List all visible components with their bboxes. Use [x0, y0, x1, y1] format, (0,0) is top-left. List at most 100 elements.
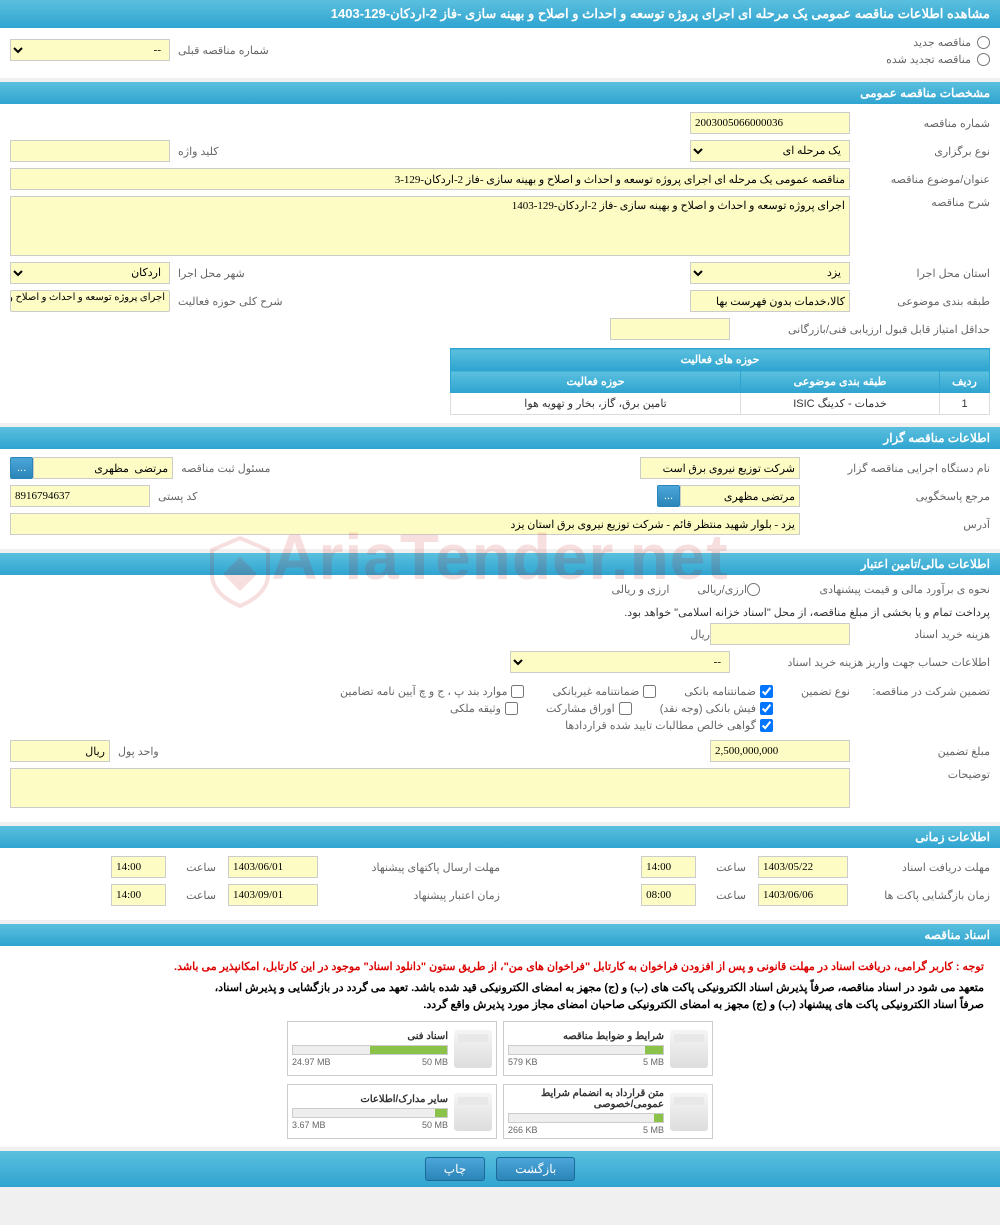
cb-bank-receipt[interactable] — [760, 702, 773, 715]
open-time-input[interactable] — [641, 884, 696, 906]
activity-area-label: شرح کلی حوزه فعالیت — [170, 295, 283, 308]
city-select[interactable]: اردکان — [10, 262, 170, 284]
progress-fill — [370, 1046, 447, 1054]
province-label: استان محل اجرا — [850, 267, 990, 280]
doc-card-technical[interactable]: اسناد فنی 24.97 MB50 MB — [287, 1021, 497, 1076]
radio-new-tender[interactable] — [977, 36, 990, 49]
category-label: طبقه بندی موضوعی — [850, 295, 990, 308]
docs-black-note2: صرفاً اسناد الکترونیکی پاکت های پیشنهاد … — [10, 996, 990, 1013]
amt-unit-label: واحد پول — [110, 745, 159, 758]
docs-red-note: توجه : کاربر گرامی، دریافت اسناد در مهلت… — [10, 954, 990, 979]
open-date-input[interactable] — [758, 884, 848, 906]
type-label: نوع برگزاری — [850, 145, 990, 158]
activity-table-title: حوزه های فعالیت — [451, 349, 990, 371]
minscore-input[interactable] — [610, 318, 730, 340]
doc-title: سایر مدارک/اطلاعات — [292, 1094, 448, 1105]
open-time-label: ساعت — [708, 889, 746, 902]
category-input[interactable] — [690, 290, 850, 312]
cb2-label: ضمانتنامه غیربانکی — [544, 685, 639, 698]
folder-icon — [670, 1093, 708, 1131]
send-date-input[interactable] — [228, 856, 318, 878]
doccost-input[interactable] — [710, 623, 850, 645]
accountinfo-label: اطلاعات حساب جهت واریز هزینه خرید اسناد — [730, 656, 990, 669]
doc-used: 579 KB — [508, 1057, 538, 1067]
doc-max: 50 MB — [422, 1120, 448, 1130]
cb-nonbank-guarantee[interactable] — [643, 685, 656, 698]
print-button[interactable]: چاپ — [425, 1157, 485, 1181]
agency-label: نام دستگاه اجرایی مناقصه گزار — [800, 462, 990, 475]
desc-textarea[interactable] — [10, 196, 850, 256]
accountinfo-select[interactable]: -- — [510, 651, 730, 673]
folder-icon — [670, 1030, 708, 1068]
prev-tender-select[interactable]: -- — [10, 39, 170, 61]
doc-used: 24.97 MB — [292, 1057, 331, 1067]
tender-no-label: شماره مناقصه — [850, 117, 990, 130]
radio-renewed-tender[interactable] — [977, 53, 990, 66]
explan-textarea[interactable] — [10, 768, 850, 808]
regofficer-input[interactable] — [33, 457, 173, 479]
section-financial-header: اطلاعات مالی/تامین اعتبار — [0, 553, 1000, 575]
cb5-label: اوراق مشارکت — [538, 702, 615, 715]
table-row: 1 خدمات - کدینگ ISIC تامین برق، گاز، بخا… — [451, 393, 990, 415]
address-input[interactable] — [10, 513, 800, 535]
general-section: شماره مناقصه نوع برگزاری یک مرحله ای کلی… — [0, 104, 1000, 423]
doc-title: متن قرارداد به انضمام شرایط عمومی/خصوصی — [508, 1088, 664, 1110]
validity-time-input[interactable] — [111, 884, 166, 906]
doc-card-contract[interactable]: متن قرارداد به انضمام شرایط عمومی/خصوصی … — [503, 1084, 713, 1139]
folder-icon — [454, 1093, 492, 1131]
postal-input[interactable] — [10, 485, 150, 507]
province-select[interactable]: یزد — [690, 262, 850, 284]
tender-no-input[interactable] — [690, 112, 850, 134]
doc-used: 266 KB — [508, 1125, 538, 1135]
type-select[interactable]: یک مرحله ای — [690, 140, 850, 162]
page-title: مشاهده اطلاعات مناقصه عمومی یک مرحله ای … — [0, 0, 1000, 28]
validity-label: زمان اعتبار پیشنهاد — [330, 889, 500, 902]
cb-regulation-items[interactable] — [511, 685, 524, 698]
prev-tender-label: شماره مناقصه قبلی — [170, 44, 269, 57]
currency-radio[interactable] — [747, 583, 760, 596]
cb-bonds[interactable] — [619, 702, 632, 715]
keyword-label: کلید واژه — [170, 145, 218, 158]
currencyfx-label: ارزی/ریالی — [689, 583, 747, 596]
activity-th-area: حوزه فعالیت — [451, 371, 741, 393]
currencyfx-value: ارزی و ریالی — [603, 583, 669, 596]
send-time-label: ساعت — [178, 861, 216, 874]
responder-input[interactable] — [680, 485, 800, 507]
rial-label: ریال — [682, 628, 710, 641]
docs-black-note1: متعهد می شود در اسناد مناقصه، صرفاً پذیر… — [10, 979, 990, 996]
amt-unit-input[interactable] — [10, 740, 110, 762]
cb-bank-guarantee[interactable] — [760, 685, 773, 698]
cb-property[interactable] — [505, 702, 518, 715]
minscore-label: حداقل امتیاز قابل قبول ارزیابی فنی/بازرگ… — [730, 323, 990, 336]
activity-td-area: تامین برق، گاز، بخار و تهویه هوا — [451, 393, 741, 415]
responder-lookup-button[interactable]: ... — [657, 485, 680, 507]
send-deadline-label: مهلت ارسال پاکتهای پیشنهاد — [330, 861, 500, 874]
postal-label: کد پستی — [150, 490, 197, 503]
regofficer-label: مسئول ثبت مناقصه — [173, 462, 270, 475]
activity-table: حوزه های فعالیت ردیف طبقه بندی موضوعی حو… — [450, 348, 990, 415]
subject-input[interactable] — [10, 168, 850, 190]
doc-max: 5 MB — [643, 1125, 664, 1135]
activity-area-select[interactable]: اجرای پروژه توسعه و احداث و اصلاح و بهین… — [10, 290, 170, 312]
folder-icon — [454, 1030, 492, 1068]
treasury-note: پرداخت تمام و یا بخشی از مبلغ مناقصه، از… — [10, 602, 990, 623]
doc-card-terms[interactable]: شرایط و ضوابط مناقصه 579 KB5 MB — [503, 1021, 713, 1076]
tender-type-section: مناقصه جدید مناقصه تجدید شده شماره مناقص… — [0, 28, 1000, 78]
financial-section: نحوه ی برآورد مالی و قیمت پیشنهادی ارزی/… — [0, 575, 1000, 822]
regofficer-lookup-button[interactable]: ... — [10, 457, 33, 479]
back-button[interactable]: بازگشت — [496, 1157, 575, 1181]
action-bar: بازگشت چاپ — [0, 1151, 1000, 1187]
guarantee-amt-input[interactable] — [710, 740, 850, 762]
section-time-header: اطلاعات زمانی — [0, 826, 1000, 848]
cb-receivables-cert[interactable] — [760, 719, 773, 732]
holder-section: نام دستگاه اجرایی مناقصه گزار مسئول ثبت … — [0, 449, 1000, 549]
progress-fill — [645, 1046, 663, 1054]
receive-time-input[interactable] — [641, 856, 696, 878]
receive-date-input[interactable] — [758, 856, 848, 878]
radio-renewed-label: مناقصه تجدید شده — [878, 53, 971, 66]
keyword-input[interactable] — [10, 140, 170, 162]
doc-card-other[interactable]: سایر مدارک/اطلاعات 3.67 MB50 MB — [287, 1084, 497, 1139]
send-time-input[interactable] — [111, 856, 166, 878]
agency-input[interactable] — [640, 457, 800, 479]
validity-date-input[interactable] — [228, 884, 318, 906]
